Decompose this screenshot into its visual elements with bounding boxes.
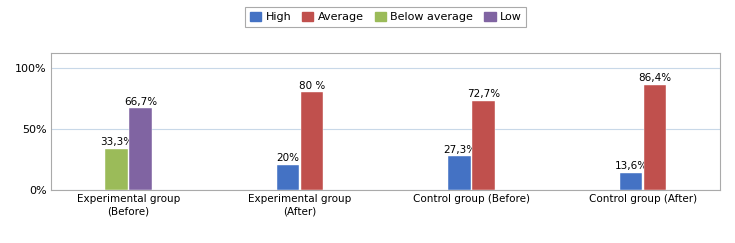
Text: 80 %: 80 %	[299, 80, 326, 91]
Bar	[301, 92, 323, 190]
Bar	[644, 85, 666, 190]
Text: 72,7%: 72,7%	[467, 89, 501, 99]
Bar	[448, 156, 470, 190]
Text: 86,4%: 86,4%	[639, 73, 672, 83]
Text: 20%: 20%	[276, 153, 300, 163]
Bar	[277, 165, 299, 190]
Bar	[620, 173, 642, 190]
Bar	[473, 101, 495, 190]
Text: 27,3%: 27,3%	[443, 145, 476, 155]
Text: 13,6%: 13,6%	[614, 161, 648, 171]
Legend: High, Average, Below average, Low: High, Average, Below average, Low	[245, 7, 526, 27]
Bar	[129, 108, 151, 190]
Text: 33,3%: 33,3%	[100, 137, 133, 147]
Bar	[106, 149, 128, 190]
Text: 66,7%: 66,7%	[124, 97, 157, 107]
